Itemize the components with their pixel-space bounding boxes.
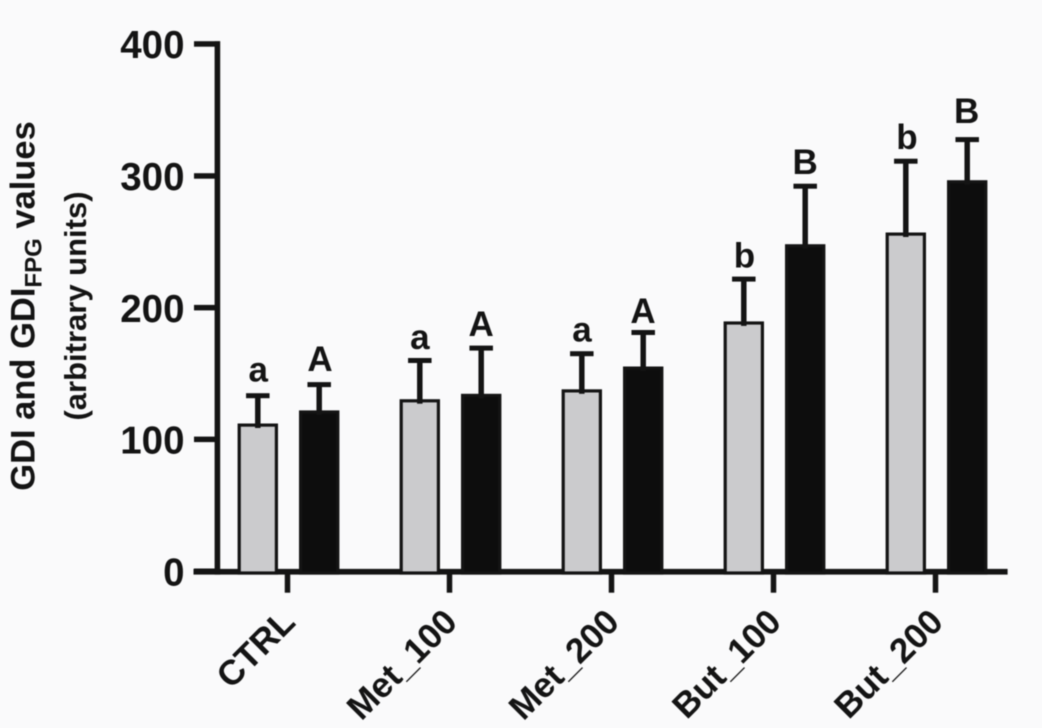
svg-text:A: A bbox=[307, 340, 332, 379]
svg-text:a: a bbox=[248, 351, 268, 390]
svg-text:200: 200 bbox=[120, 288, 184, 331]
svg-text:GDI and GDIFPG values: GDI and GDIFPG values bbox=[5, 121, 48, 491]
svg-text:0: 0 bbox=[163, 551, 184, 594]
svg-text:A: A bbox=[630, 292, 655, 331]
svg-text:a: a bbox=[572, 310, 592, 349]
svg-text:a: a bbox=[410, 318, 430, 357]
svg-text:400: 400 bbox=[120, 24, 184, 67]
svg-text:100: 100 bbox=[120, 420, 184, 463]
svg-text:b: b bbox=[734, 236, 755, 275]
svg-text:B: B bbox=[954, 92, 979, 131]
svg-text:A: A bbox=[469, 305, 494, 344]
svg-text:b: b bbox=[896, 118, 917, 157]
svg-text:(arbitrary units): (arbitrary units) bbox=[58, 191, 93, 420]
svg-text:300: 300 bbox=[120, 156, 184, 199]
svg-text:B: B bbox=[793, 143, 818, 182]
